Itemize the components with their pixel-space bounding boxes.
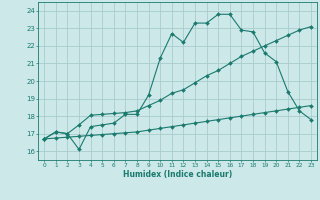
X-axis label: Humidex (Indice chaleur): Humidex (Indice chaleur) bbox=[123, 170, 232, 179]
